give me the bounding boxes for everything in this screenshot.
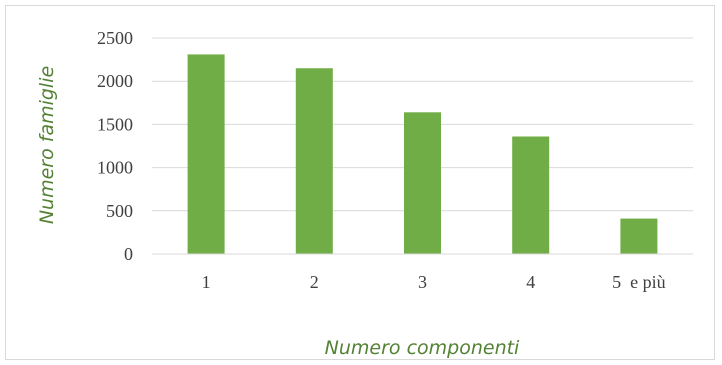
x-axis-title: Numero componenti: [325, 337, 520, 359]
bar-2: [295, 68, 333, 255]
y-axis-ticks: 0 500 1000 1500 2000 2500: [97, 28, 133, 264]
y-axis-title: Numero famiglie: [36, 66, 58, 224]
bar-4: [512, 136, 550, 254]
y-tick-label-5: 2500: [97, 28, 133, 48]
x-axis-ticks: 1 2 3 4 5 e più: [202, 272, 666, 292]
bar-1: [187, 54, 225, 254]
y-tick-label-2: 1000: [97, 158, 133, 178]
bar-5: [620, 218, 658, 254]
y-tick-label-1: 500: [106, 201, 133, 221]
x-tick-label-4: 4: [526, 272, 535, 292]
x-tick-label-3: 3: [418, 272, 427, 292]
x-tick-label-5: 5 e più: [612, 272, 666, 292]
y-tick-label-3: 1500: [97, 114, 133, 134]
x-tick-label-1: 1: [202, 272, 211, 292]
y-tick-label-4: 2000: [97, 71, 133, 91]
chart-frame: [5, 5, 715, 360]
x-tick-label-2: 2: [310, 272, 319, 292]
bar-3: [404, 112, 441, 254]
y-tick-label-0: 0: [124, 244, 133, 264]
bars: [187, 54, 658, 255]
